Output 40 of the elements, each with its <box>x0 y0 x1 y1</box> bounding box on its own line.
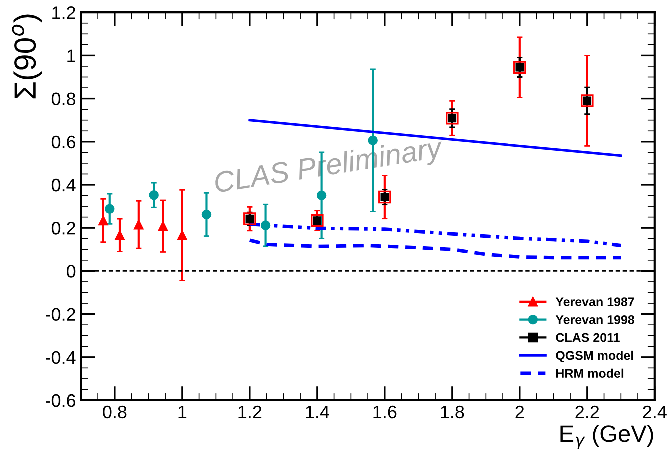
x-tick-label: 2.2 <box>576 406 600 418</box>
x-tick-label: 1.4 <box>306 406 330 418</box>
y-axis-title: Σ(90$^{o}$) <box>12 14 42 99</box>
x-tick-label: 1 <box>178 406 187 418</box>
point <box>311 214 324 228</box>
legend-label: CLAS 2011 <box>556 333 620 342</box>
point <box>134 220 144 230</box>
x-tick-label: 1.2 <box>238 406 262 418</box>
annotation: CLAS Preliminary <box>214 136 446 199</box>
y-tick-label: -0.2 <box>46 308 76 322</box>
legend-label: Yerevan 1987 <box>556 298 634 306</box>
legend-label: HRM model <box>556 368 624 378</box>
y-tick-label: 0.6 <box>52 136 76 149</box>
y-tick-label: 0.2 <box>52 222 76 235</box>
point <box>98 216 108 226</box>
x-tick-label: 1.8 <box>441 406 464 419</box>
x-tick-label: 0.8 <box>103 406 127 419</box>
line-series <box>248 238 623 260</box>
point <box>178 230 188 240</box>
point <box>378 190 392 204</box>
point <box>115 230 125 240</box>
y-tick-label: 1 <box>68 50 76 62</box>
y-tick-label: 0.8 <box>52 92 76 106</box>
x-tick-label: 2.4 <box>643 406 667 418</box>
point <box>158 222 168 232</box>
point <box>202 210 212 220</box>
y-tick-label: -0.6 <box>46 394 76 408</box>
point <box>149 190 159 200</box>
point <box>316 190 327 200</box>
legend-label: Yerevan 1998 <box>556 315 635 324</box>
legend-label: QGSM model <box>556 350 634 362</box>
x-tick-label: 2 <box>516 406 524 418</box>
y-tick-label: 0 <box>66 265 76 278</box>
y-tick-label: 0.4 <box>52 178 76 192</box>
point <box>105 204 115 214</box>
point <box>260 220 271 230</box>
y-tick-label: 1.2 <box>52 6 76 20</box>
y-tick-label: -0.4 <box>46 351 76 364</box>
x-axis-title: E$_{γ}$ (GeV) <box>560 424 654 450</box>
x-tick-label: 1.6 <box>374 406 397 419</box>
